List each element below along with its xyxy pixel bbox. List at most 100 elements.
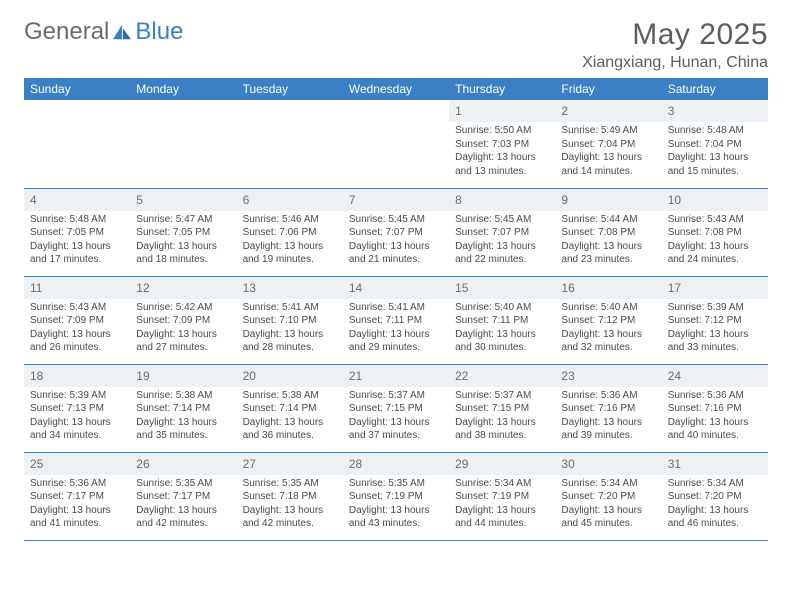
sunrise-line: Sunrise: 5:39 AM <box>30 389 124 403</box>
sunset-line: Sunset: 7:19 PM <box>349 490 443 504</box>
title-block: May 2025 Xiangxiang, Hunan, China <box>582 18 768 72</box>
day-body: Sunrise: 5:45 AMSunset: 7:07 PMDaylight:… <box>343 211 449 271</box>
day-number: 23 <box>555 365 661 387</box>
sunset-line: Sunset: 7:12 PM <box>668 314 762 328</box>
sunset-line: Sunset: 7:17 PM <box>30 490 124 504</box>
daylight-line: Daylight: 13 hours and 41 minutes. <box>30 504 124 531</box>
empty-cell <box>343 100 449 188</box>
daylight-line: Daylight: 13 hours and 18 minutes. <box>136 240 230 267</box>
day-cell: 20Sunrise: 5:38 AMSunset: 7:14 PMDayligh… <box>237 364 343 452</box>
sunset-line: Sunset: 7:11 PM <box>455 314 549 328</box>
sunset-line: Sunset: 7:17 PM <box>136 490 230 504</box>
daylight-line: Daylight: 13 hours and 32 minutes. <box>561 328 655 355</box>
dow-friday: Friday <box>555 78 661 100</box>
dow-sunday: Sunday <box>24 78 130 100</box>
day-body: Sunrise: 5:38 AMSunset: 7:14 PMDaylight:… <box>237 387 343 447</box>
sunrise-line: Sunrise: 5:43 AM <box>668 213 762 227</box>
brand-logo: General Blue <box>24 18 183 46</box>
empty-cell <box>130 100 236 188</box>
day-body: Sunrise: 5:34 AMSunset: 7:20 PMDaylight:… <box>555 475 661 535</box>
sunrise-line: Sunrise: 5:35 AM <box>349 477 443 491</box>
day-cell: 23Sunrise: 5:36 AMSunset: 7:16 PMDayligh… <box>555 364 661 452</box>
day-body: Sunrise: 5:35 AMSunset: 7:17 PMDaylight:… <box>130 475 236 535</box>
day-cell: 27Sunrise: 5:35 AMSunset: 7:18 PMDayligh… <box>237 452 343 540</box>
day-number: 16 <box>555 277 661 299</box>
daylight-line: Daylight: 13 hours and 45 minutes. <box>561 504 655 531</box>
dow-wednesday: Wednesday <box>343 78 449 100</box>
sunrise-line: Sunrise: 5:36 AM <box>30 477 124 491</box>
month-title: May 2025 <box>582 18 768 52</box>
day-cell: 3Sunrise: 5:48 AMSunset: 7:04 PMDaylight… <box>662 100 768 188</box>
day-cell: 15Sunrise: 5:40 AMSunset: 7:11 PMDayligh… <box>449 276 555 364</box>
sunrise-line: Sunrise: 5:42 AM <box>136 301 230 315</box>
day-body: Sunrise: 5:41 AMSunset: 7:11 PMDaylight:… <box>343 299 449 359</box>
day-cell: 24Sunrise: 5:36 AMSunset: 7:16 PMDayligh… <box>662 364 768 452</box>
daylight-line: Daylight: 13 hours and 22 minutes. <box>455 240 549 267</box>
daylight-line: Daylight: 13 hours and 44 minutes. <box>455 504 549 531</box>
day-number: 27 <box>237 453 343 475</box>
day-body: Sunrise: 5:37 AMSunset: 7:15 PMDaylight:… <box>343 387 449 447</box>
day-cell: 17Sunrise: 5:39 AMSunset: 7:12 PMDayligh… <box>662 276 768 364</box>
sunset-line: Sunset: 7:08 PM <box>668 226 762 240</box>
daylight-line: Daylight: 13 hours and 14 minutes. <box>561 151 655 178</box>
day-cell: 31Sunrise: 5:34 AMSunset: 7:20 PMDayligh… <box>662 452 768 540</box>
day-body: Sunrise: 5:48 AMSunset: 7:05 PMDaylight:… <box>24 211 130 271</box>
daylight-line: Daylight: 13 hours and 17 minutes. <box>30 240 124 267</box>
sunrise-line: Sunrise: 5:40 AM <box>561 301 655 315</box>
sunset-line: Sunset: 7:11 PM <box>349 314 443 328</box>
sunset-line: Sunset: 7:08 PM <box>561 226 655 240</box>
empty-cell <box>24 100 130 188</box>
page-header: General Blue May 2025 Xiangxiang, Hunan,… <box>24 18 768 72</box>
day-body: Sunrise: 5:44 AMSunset: 7:08 PMDaylight:… <box>555 211 661 271</box>
empty-cell <box>237 100 343 188</box>
sunrise-line: Sunrise: 5:46 AM <box>243 213 337 227</box>
daylight-line: Daylight: 13 hours and 23 minutes. <box>561 240 655 267</box>
dow-row: Sunday Monday Tuesday Wednesday Thursday… <box>24 78 768 100</box>
sunset-line: Sunset: 7:20 PM <box>561 490 655 504</box>
day-number: 4 <box>24 189 130 211</box>
day-number: 30 <box>555 453 661 475</box>
day-cell: 22Sunrise: 5:37 AMSunset: 7:15 PMDayligh… <box>449 364 555 452</box>
dow-tuesday: Tuesday <box>237 78 343 100</box>
daylight-line: Daylight: 13 hours and 36 minutes. <box>243 416 337 443</box>
sunset-line: Sunset: 7:06 PM <box>243 226 337 240</box>
day-body: Sunrise: 5:50 AMSunset: 7:03 PMDaylight:… <box>449 122 555 182</box>
day-cell: 8Sunrise: 5:45 AMSunset: 7:07 PMDaylight… <box>449 188 555 276</box>
daylight-line: Daylight: 13 hours and 33 minutes. <box>668 328 762 355</box>
day-number: 22 <box>449 365 555 387</box>
sunrise-line: Sunrise: 5:37 AM <box>349 389 443 403</box>
day-cell: 21Sunrise: 5:37 AMSunset: 7:15 PMDayligh… <box>343 364 449 452</box>
day-cell: 10Sunrise: 5:43 AMSunset: 7:08 PMDayligh… <box>662 188 768 276</box>
sunrise-line: Sunrise: 5:36 AM <box>561 389 655 403</box>
sunset-line: Sunset: 7:14 PM <box>243 402 337 416</box>
daylight-line: Daylight: 13 hours and 35 minutes. <box>136 416 230 443</box>
day-number: 3 <box>662 100 768 122</box>
day-cell: 9Sunrise: 5:44 AMSunset: 7:08 PMDaylight… <box>555 188 661 276</box>
day-body: Sunrise: 5:41 AMSunset: 7:10 PMDaylight:… <box>237 299 343 359</box>
day-cell: 11Sunrise: 5:43 AMSunset: 7:09 PMDayligh… <box>24 276 130 364</box>
brand-part1: General <box>24 18 109 46</box>
day-number: 21 <box>343 365 449 387</box>
day-body: Sunrise: 5:34 AMSunset: 7:19 PMDaylight:… <box>449 475 555 535</box>
location-label: Xiangxiang, Hunan, China <box>582 54 768 72</box>
sunrise-line: Sunrise: 5:34 AM <box>561 477 655 491</box>
sunrise-line: Sunrise: 5:37 AM <box>455 389 549 403</box>
day-cell: 26Sunrise: 5:35 AMSunset: 7:17 PMDayligh… <box>130 452 236 540</box>
sunrise-line: Sunrise: 5:43 AM <box>30 301 124 315</box>
day-body: Sunrise: 5:42 AMSunset: 7:09 PMDaylight:… <box>130 299 236 359</box>
day-cell: 6Sunrise: 5:46 AMSunset: 7:06 PMDaylight… <box>237 188 343 276</box>
day-number: 7 <box>343 189 449 211</box>
day-cell: 7Sunrise: 5:45 AMSunset: 7:07 PMDaylight… <box>343 188 449 276</box>
day-cell: 30Sunrise: 5:34 AMSunset: 7:20 PMDayligh… <box>555 452 661 540</box>
sunset-line: Sunset: 7:07 PM <box>455 226 549 240</box>
day-body: Sunrise: 5:35 AMSunset: 7:18 PMDaylight:… <box>237 475 343 535</box>
dow-saturday: Saturday <box>662 78 768 100</box>
day-number: 1 <box>449 100 555 122</box>
daylight-line: Daylight: 13 hours and 27 minutes. <box>136 328 230 355</box>
sunrise-line: Sunrise: 5:48 AM <box>30 213 124 227</box>
sunrise-line: Sunrise: 5:50 AM <box>455 124 549 138</box>
day-number: 18 <box>24 365 130 387</box>
sunrise-line: Sunrise: 5:34 AM <box>455 477 549 491</box>
day-cell: 14Sunrise: 5:41 AMSunset: 7:11 PMDayligh… <box>343 276 449 364</box>
daylight-line: Daylight: 13 hours and 43 minutes. <box>349 504 443 531</box>
